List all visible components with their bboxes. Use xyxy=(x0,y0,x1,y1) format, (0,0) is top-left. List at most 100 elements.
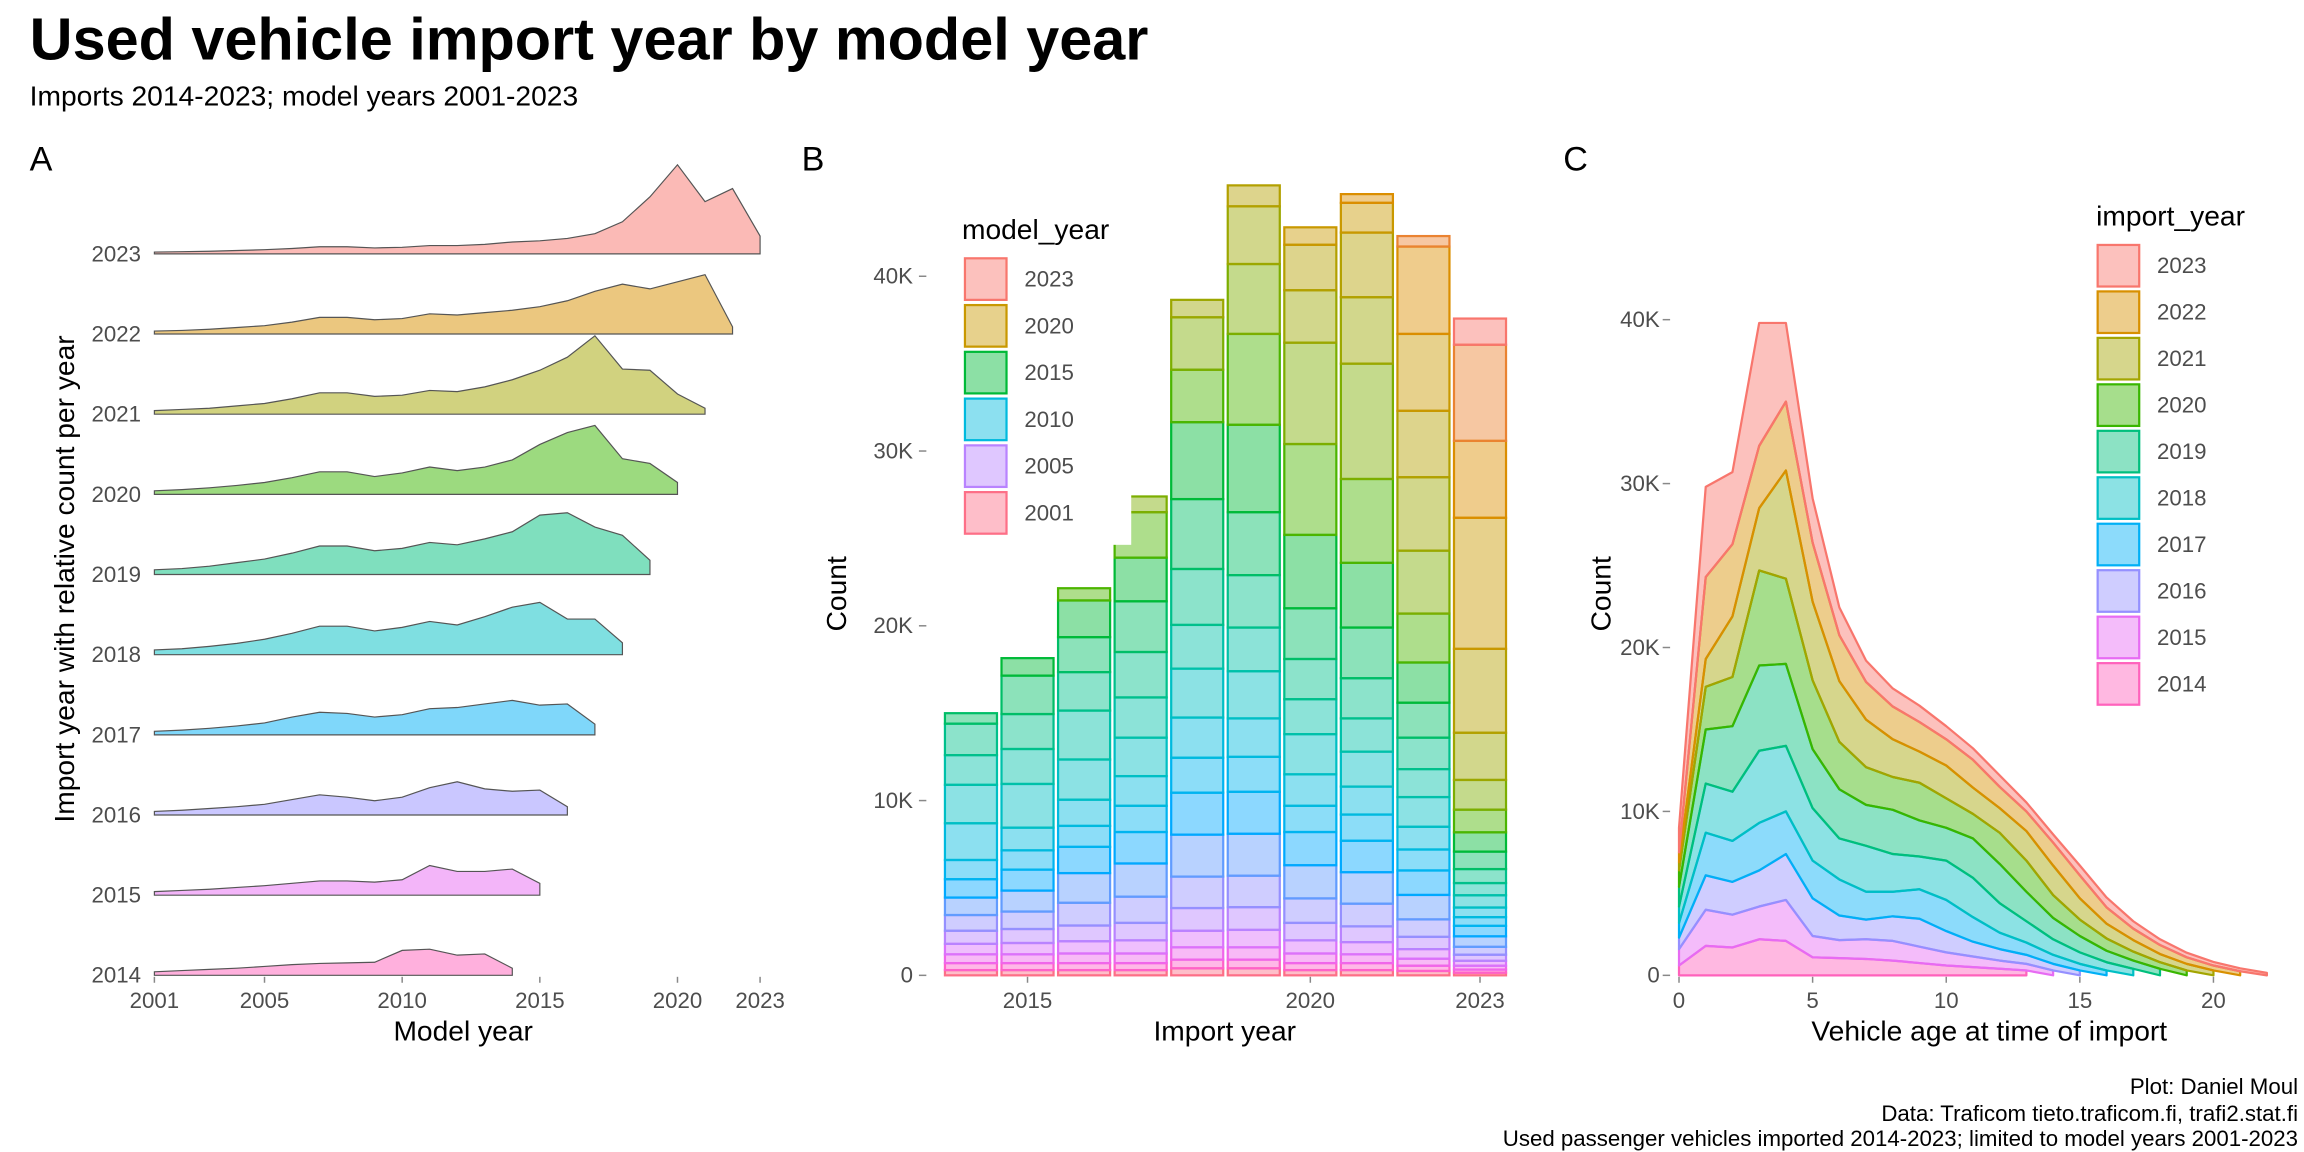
bar-segment xyxy=(1283,243,1338,292)
legend-key xyxy=(2096,615,2141,660)
bar-segment xyxy=(1339,785,1395,816)
x-tick-label: 20 xyxy=(2201,988,2226,1013)
legend-label: 2001 xyxy=(1024,500,1074,525)
bar-segment xyxy=(1226,832,1281,877)
bar-segment xyxy=(1339,561,1395,629)
ridge xyxy=(153,512,651,576)
bar-segment xyxy=(1396,935,1451,951)
legend-key xyxy=(963,303,1008,348)
bar-segment xyxy=(1452,945,1508,956)
legend-label: 2017 xyxy=(2157,532,2207,557)
bar-segment xyxy=(1170,958,1225,970)
x-tick-label: 2023 xyxy=(1455,988,1505,1013)
bar-segment xyxy=(1170,316,1225,371)
bar-segment xyxy=(1113,895,1168,925)
bar-segment xyxy=(1113,830,1168,865)
legend-key xyxy=(2096,290,2141,335)
bar-segment xyxy=(1396,476,1451,552)
bar-segment xyxy=(1283,830,1338,867)
bar-segment xyxy=(1396,869,1451,897)
legend-title: model_year xyxy=(962,213,1109,245)
bar-segment xyxy=(1170,298,1225,319)
bar-segment xyxy=(1056,940,1112,955)
bar-segment xyxy=(1113,921,1168,942)
bar-segment xyxy=(1056,671,1112,712)
bar-segment xyxy=(1000,953,1055,965)
bar-segment xyxy=(1283,804,1338,834)
bar-segment xyxy=(1339,750,1395,788)
bar-segment xyxy=(1170,368,1225,424)
bar-segment xyxy=(1226,670,1281,720)
bar-segment xyxy=(1396,549,1451,615)
bar-segment xyxy=(1452,317,1508,346)
y-tick-label: 40K xyxy=(873,264,913,289)
bar-segment xyxy=(1452,906,1508,919)
bar-segment xyxy=(943,822,999,862)
bar-segment xyxy=(1283,533,1338,610)
bar-segment xyxy=(1452,831,1508,853)
bar-segment xyxy=(1056,636,1112,674)
bar-segment xyxy=(1170,791,1225,836)
subtitle: Imports 2014-2023; model years 2001-2023 xyxy=(30,79,578,111)
bar-segment xyxy=(1396,332,1451,412)
plots: 2023202220212020201920182017201620152014… xyxy=(92,163,2268,1013)
bar-segment xyxy=(1113,862,1168,898)
bar-segment xyxy=(1170,567,1225,627)
x-tick-label: 2015 xyxy=(515,988,565,1013)
y-tick-label: 20K xyxy=(873,613,913,638)
bar-segment xyxy=(1396,918,1451,939)
bar-segment xyxy=(1226,906,1281,932)
bar-segment xyxy=(1226,717,1281,758)
bar-segment xyxy=(1452,881,1508,897)
bar-segment xyxy=(1452,894,1508,909)
x-axis-title: Import year xyxy=(1153,1015,1296,1047)
legend-label: 2014 xyxy=(2157,671,2207,696)
panel-label: A xyxy=(30,141,53,179)
ridge xyxy=(153,424,679,495)
x-tick-label: 2010 xyxy=(377,988,427,1013)
y-axis-title: Count xyxy=(1585,556,1617,631)
bar-segment xyxy=(943,953,999,965)
bar-segment xyxy=(1000,868,1055,892)
ridge xyxy=(153,948,513,976)
legend-label: 2005 xyxy=(1024,454,1074,479)
y-tick-label: 2014 xyxy=(92,963,142,988)
bar-segment xyxy=(1226,423,1281,514)
legend-label: 2023 xyxy=(2157,253,2207,278)
bar-segment xyxy=(1226,511,1281,577)
x-tick-label: 0 xyxy=(1673,988,1685,1013)
bar-segment xyxy=(1396,661,1451,704)
bar-segment xyxy=(1283,657,1338,701)
bar-segment xyxy=(1000,747,1055,786)
bar-segment xyxy=(1056,952,1112,965)
bar-segment xyxy=(943,712,999,725)
x-tick-label: 2001 xyxy=(130,988,180,1013)
bar-segment xyxy=(1226,626,1281,673)
ridge xyxy=(153,273,734,335)
y-tick-label: 2020 xyxy=(92,482,142,507)
bar-segment xyxy=(1226,755,1281,793)
legend-key xyxy=(2096,662,2141,706)
caption: Data: Traficom tieto.traficom.fi, trafi2… xyxy=(1881,1101,2298,1126)
bar-segment xyxy=(1056,924,1112,943)
bar-segment xyxy=(1283,442,1338,537)
x-axis-title: Model year xyxy=(393,1015,532,1047)
bar-segment xyxy=(1396,234,1451,248)
bar-segment xyxy=(1170,929,1225,949)
y-tick-label: 10K xyxy=(873,788,913,813)
y-tick-label: 20K xyxy=(1620,635,1660,660)
bar-segment xyxy=(1000,782,1055,829)
bar-segment xyxy=(1283,607,1338,661)
bar-segment xyxy=(1283,921,1338,942)
bar-segment xyxy=(1113,600,1168,654)
y-axis-title: Count xyxy=(820,556,852,631)
bar-segment xyxy=(1000,712,1055,751)
y-tick-label: 40K xyxy=(1620,307,1660,332)
bar-segment xyxy=(1396,736,1451,771)
y-tick-label: 0 xyxy=(901,963,913,988)
legend-key xyxy=(2096,522,2141,567)
bar-segment xyxy=(1000,889,1055,913)
bar-segment xyxy=(1452,343,1508,443)
y-tick-label: 2016 xyxy=(92,802,142,827)
bar-segment xyxy=(943,722,999,757)
